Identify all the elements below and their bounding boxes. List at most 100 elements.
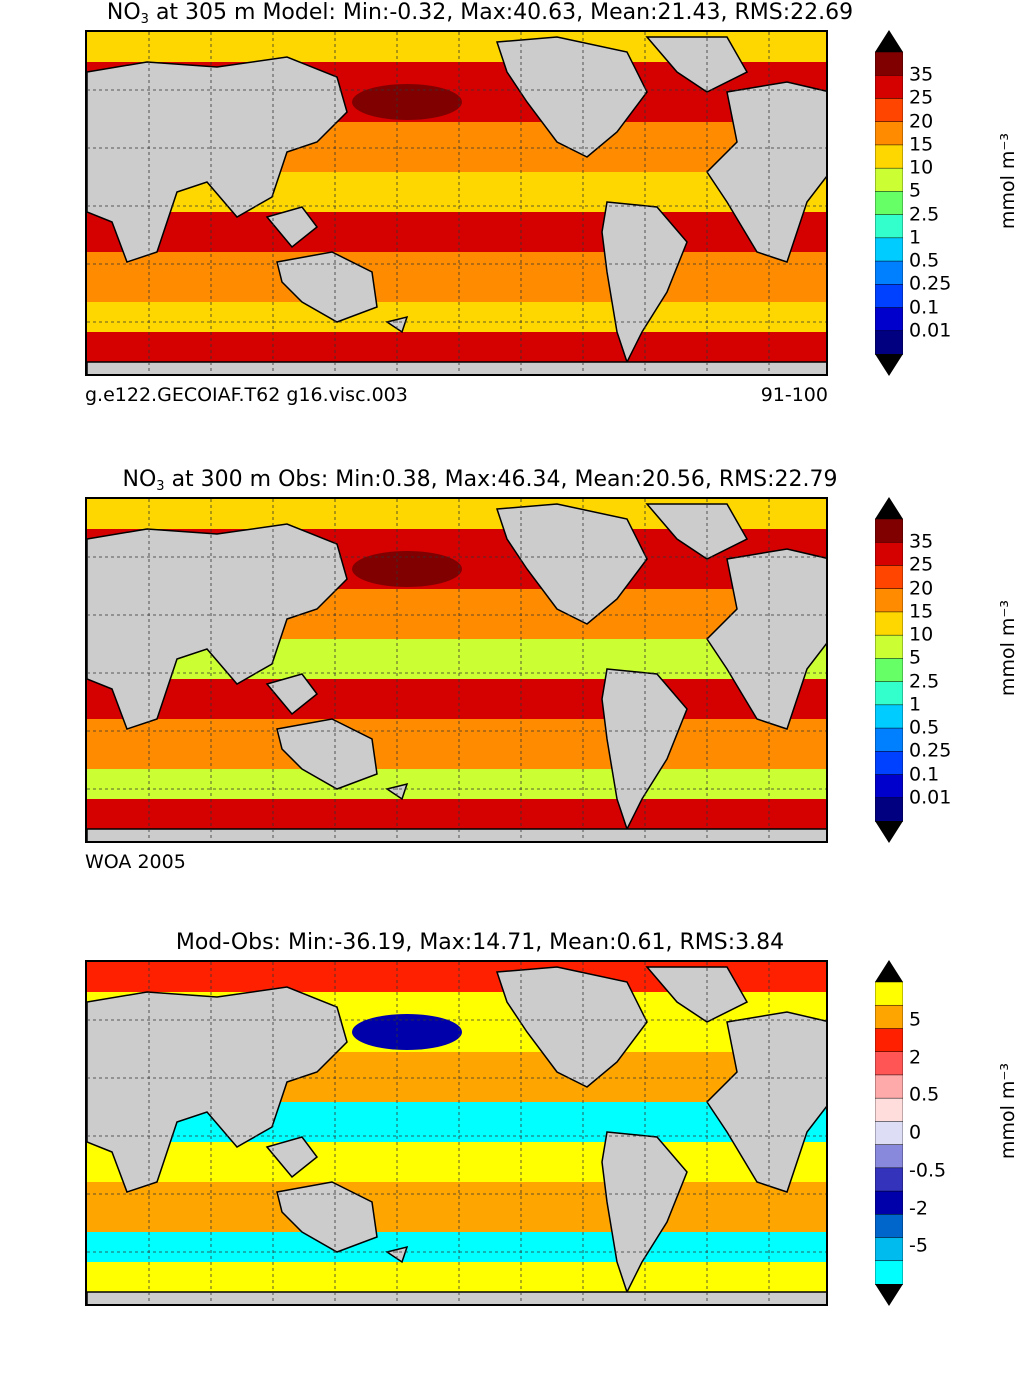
colorbar-segment (874, 518, 904, 543)
colorbar-segment (874, 330, 904, 355)
years-label: 91-100 (760, 384, 828, 406)
panel-title: Mod-Obs: Min:-36.19, Max:14.71, Mean:0.6… (0, 930, 960, 955)
colorbar-segment (874, 1260, 904, 1285)
landmass-7 (706, 548, 826, 730)
colorbar-segment (874, 1237, 904, 1262)
colorbar-tick-label: -2 (909, 1197, 928, 1219)
landmass-3 (385, 315, 409, 334)
colorbar-tick-label: 2.5 (909, 203, 940, 226)
colorbar-tick-label: 5 (909, 646, 922, 669)
title-subscript: 3 (140, 12, 149, 27)
title-stats: at 300 m Obs: Min:0.38, Max:46.34, Mean:… (164, 467, 838, 492)
colorbar-segment (874, 1144, 904, 1169)
ocean-band-4 (87, 1142, 826, 1182)
colorbar-segment (874, 51, 904, 76)
colorbar-tick-label: 15 (909, 600, 934, 623)
colorbar (874, 30, 904, 376)
colorbar-tick-label: 25 (909, 86, 934, 109)
ocean-band-5 (87, 719, 826, 769)
colorbar-tick-label: 15 (909, 133, 934, 156)
colorbar-segment (874, 565, 904, 590)
colorbar-tick-label: -0.5 (909, 1159, 947, 1182)
landmass-1 (265, 206, 319, 249)
colorbar-segment (874, 237, 904, 262)
landmass-6 (645, 503, 749, 560)
north-pacific-peak (352, 1014, 462, 1050)
colorbar-tick-label: 25 (909, 553, 934, 576)
colorbar-segment (874, 541, 904, 567)
colorbar-tick-label: 0.1 (909, 763, 940, 786)
colorbar-segment (874, 797, 904, 822)
colorbar-segment (874, 1097, 904, 1123)
landmass-0 (87, 56, 348, 263)
colorbar-tick-label: 20 (909, 577, 934, 600)
landmass-0 (87, 986, 348, 1193)
panel-1: NO3 at 305 m Model: Min:-0.32, Max:40.63… (0, 0, 1018, 450)
colorbar-segment (874, 981, 904, 1006)
map-svg (87, 962, 826, 1304)
colorbar-tick-label: 0 (909, 1121, 922, 1144)
colorbar-tick-label: 0.01 (909, 319, 952, 342)
colorbar-tick-label: 0.5 (909, 249, 940, 272)
landmass-8 (87, 828, 826, 841)
landmass-1 (265, 673, 319, 716)
landmass-3 (385, 782, 409, 801)
colorbar-segment (874, 1121, 904, 1146)
landmass-6 (645, 966, 749, 1023)
north-pacific-peak (352, 84, 462, 120)
title-text: NO (122, 467, 157, 492)
colorbar-segment (874, 121, 904, 146)
colorbar-segment (874, 260, 904, 286)
map-plot (85, 497, 828, 843)
panel-2: NO3 at 300 m Obs: Min:0.38, Max:46.34, M… (0, 467, 1018, 917)
title-text: NO (106, 0, 141, 25)
title-text: Mod-Obs: Min:-36.19, Max:14.71, Mean:0.6… (175, 930, 785, 955)
map-plot (85, 960, 828, 1306)
colorbar-segment (874, 634, 904, 660)
colorbar-tick-label: 10 (909, 156, 934, 179)
colorbar-ticks: 5 2 0.5 0 -0.5 -2 -5 (909, 960, 969, 1306)
colorbar-segment (874, 307, 904, 332)
colorbar-segment (874, 144, 904, 169)
colorbar-tick-label: 1 (909, 693, 922, 716)
colorbar-tick-label: 0.01 (909, 786, 952, 809)
colorbar-tick-label: 5 (909, 179, 922, 202)
ocean-band-6 (87, 769, 826, 799)
landmass-2 (276, 718, 378, 790)
colorbar-segment (874, 658, 904, 683)
ocean-band-5 (87, 252, 826, 302)
colorbar-tick-label: 0.1 (909, 296, 940, 319)
colorbar-ticks: 35 25 20 15 10 5 2.5 1 0.5 0.25 0.1 0.01 (909, 30, 969, 376)
ocean-band-6 (87, 1232, 826, 1262)
landmass-8 (87, 361, 826, 374)
colorbar-segment (874, 167, 904, 193)
colorbar-tick-label: 35 (909, 530, 934, 553)
colorbar-segment (874, 1074, 904, 1099)
ocean-band-6 (87, 302, 826, 332)
colorbar-unit-label: mmol m⁻³ (997, 1062, 1018, 1160)
colorbar-tick-label: 35 (909, 63, 934, 86)
colorbar-tick-label: 5 (909, 1008, 922, 1031)
ocean-band-4 (87, 679, 826, 719)
colorbar-tick-label: -5 (909, 1234, 928, 1257)
landmass-0 (87, 523, 348, 730)
colorbar-segment (874, 284, 904, 309)
colorbar-tick-label: 0.5 (909, 1083, 940, 1106)
colorbar-segment (874, 1214, 904, 1239)
colorbar-unit-label: mmol m⁻³ (997, 599, 1018, 697)
colorbar-tick-label: 2 (909, 1046, 922, 1068)
colorbar-segment (874, 1028, 904, 1053)
landmass-6 (645, 36, 749, 93)
colorbar-tick-label: 0.25 (909, 739, 952, 762)
ocean-band-4 (87, 212, 826, 252)
colorbar-segment (874, 1167, 904, 1192)
colorbar-segment (874, 611, 904, 636)
colorbar-segment (874, 1190, 904, 1216)
colorbar-tick-label: 0.25 (909, 272, 952, 295)
landmass-7 (706, 81, 826, 263)
panel-title: NO3 at 305 m Model: Min:-0.32, Max:40.63… (0, 0, 960, 27)
colorbar-tick-label: 10 (909, 623, 934, 646)
colorbar-tick-label: 0.5 (909, 716, 940, 739)
landmass-4 (495, 503, 648, 625)
case-label: g.e122.GECOIAF.T62 g16.visc.003 (85, 384, 408, 406)
